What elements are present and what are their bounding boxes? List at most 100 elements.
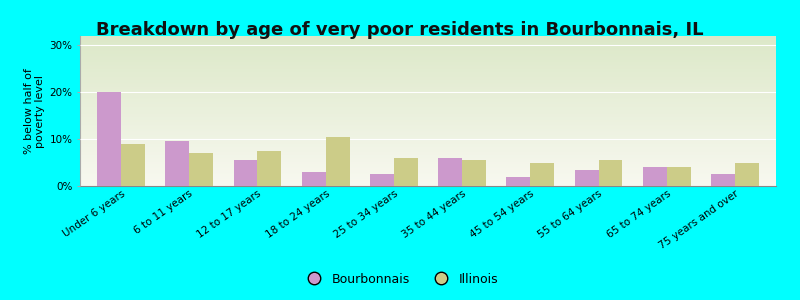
Bar [80, 100, 776, 102]
Bar [80, 38, 776, 39]
Bar [80, 134, 776, 135]
Bar [506, 177, 530, 186]
Bar [80, 52, 776, 54]
Bar [80, 72, 776, 74]
Bar [80, 174, 776, 176]
Bar [80, 75, 776, 76]
Bar [80, 124, 776, 126]
Bar [121, 144, 145, 186]
Bar [80, 152, 776, 153]
Bar [80, 130, 776, 132]
Bar [80, 78, 776, 80]
Bar [80, 122, 776, 123]
Bar [80, 96, 776, 98]
Bar [80, 164, 776, 165]
Bar [80, 103, 776, 105]
Bar [438, 158, 462, 186]
Bar [80, 128, 776, 129]
Bar [370, 174, 394, 186]
Bar [462, 160, 486, 186]
Bar [80, 117, 776, 118]
Bar [80, 180, 776, 182]
Bar [302, 172, 326, 186]
Bar [80, 46, 776, 48]
Bar [189, 153, 213, 186]
Bar [80, 45, 776, 46]
Bar [80, 182, 776, 183]
Bar [643, 167, 667, 186]
Bar [80, 177, 776, 178]
Bar [80, 88, 776, 90]
Bar [80, 148, 776, 150]
Bar [80, 92, 776, 93]
Bar [80, 116, 776, 117]
Bar [80, 169, 776, 171]
Bar [80, 63, 776, 64]
Bar [80, 81, 776, 82]
Bar [80, 50, 776, 51]
Bar [80, 106, 776, 108]
Bar [80, 94, 776, 96]
Bar [80, 68, 776, 69]
Bar [80, 165, 776, 166]
Bar [80, 123, 776, 124]
Bar [80, 40, 776, 42]
Bar [80, 135, 776, 136]
Bar [80, 108, 776, 110]
Bar [80, 66, 776, 68]
Bar [80, 110, 776, 111]
Bar [97, 92, 121, 186]
Bar [234, 160, 258, 186]
Bar [80, 140, 776, 141]
Bar [80, 176, 776, 177]
Bar [80, 160, 776, 162]
Bar [326, 137, 350, 186]
Bar [80, 183, 776, 184]
Bar [80, 142, 776, 144]
Bar [166, 142, 189, 186]
Bar [80, 112, 776, 114]
Bar [80, 60, 776, 61]
Bar [80, 85, 776, 87]
Text: Breakdown by age of very poor residents in Bourbonnais, IL: Breakdown by age of very poor residents … [96, 21, 704, 39]
Bar [80, 82, 776, 84]
Bar [80, 57, 776, 58]
Bar [80, 111, 776, 112]
Bar [80, 114, 776, 116]
Bar [80, 162, 776, 164]
Bar [80, 158, 776, 159]
Bar [80, 129, 776, 130]
Bar [80, 102, 776, 104]
Bar [80, 98, 776, 99]
Bar [80, 178, 776, 180]
Bar [258, 151, 282, 186]
Bar [80, 70, 776, 72]
Bar [80, 184, 776, 186]
Bar [394, 158, 418, 186]
Bar [80, 150, 776, 152]
Bar [80, 138, 776, 140]
Y-axis label: % below half of
poverty level: % below half of poverty level [23, 68, 45, 154]
Bar [80, 84, 776, 86]
Bar [80, 153, 776, 154]
Bar [80, 39, 776, 40]
Bar [80, 54, 776, 56]
Bar [80, 80, 776, 81]
Bar [598, 160, 622, 186]
Bar [80, 51, 776, 52]
Legend: Bourbonnais, Illinois: Bourbonnais, Illinois [297, 268, 503, 291]
Bar [80, 42, 776, 44]
Bar [80, 144, 776, 146]
Bar [80, 36, 776, 38]
Bar [80, 120, 776, 122]
Bar [80, 90, 776, 92]
Bar [80, 168, 776, 170]
Bar [80, 74, 776, 75]
Bar [80, 171, 776, 172]
Bar [80, 56, 776, 57]
Bar [80, 156, 776, 158]
Bar [80, 76, 776, 78]
Bar [80, 159, 776, 160]
Bar [80, 61, 776, 63]
Bar [80, 48, 776, 50]
